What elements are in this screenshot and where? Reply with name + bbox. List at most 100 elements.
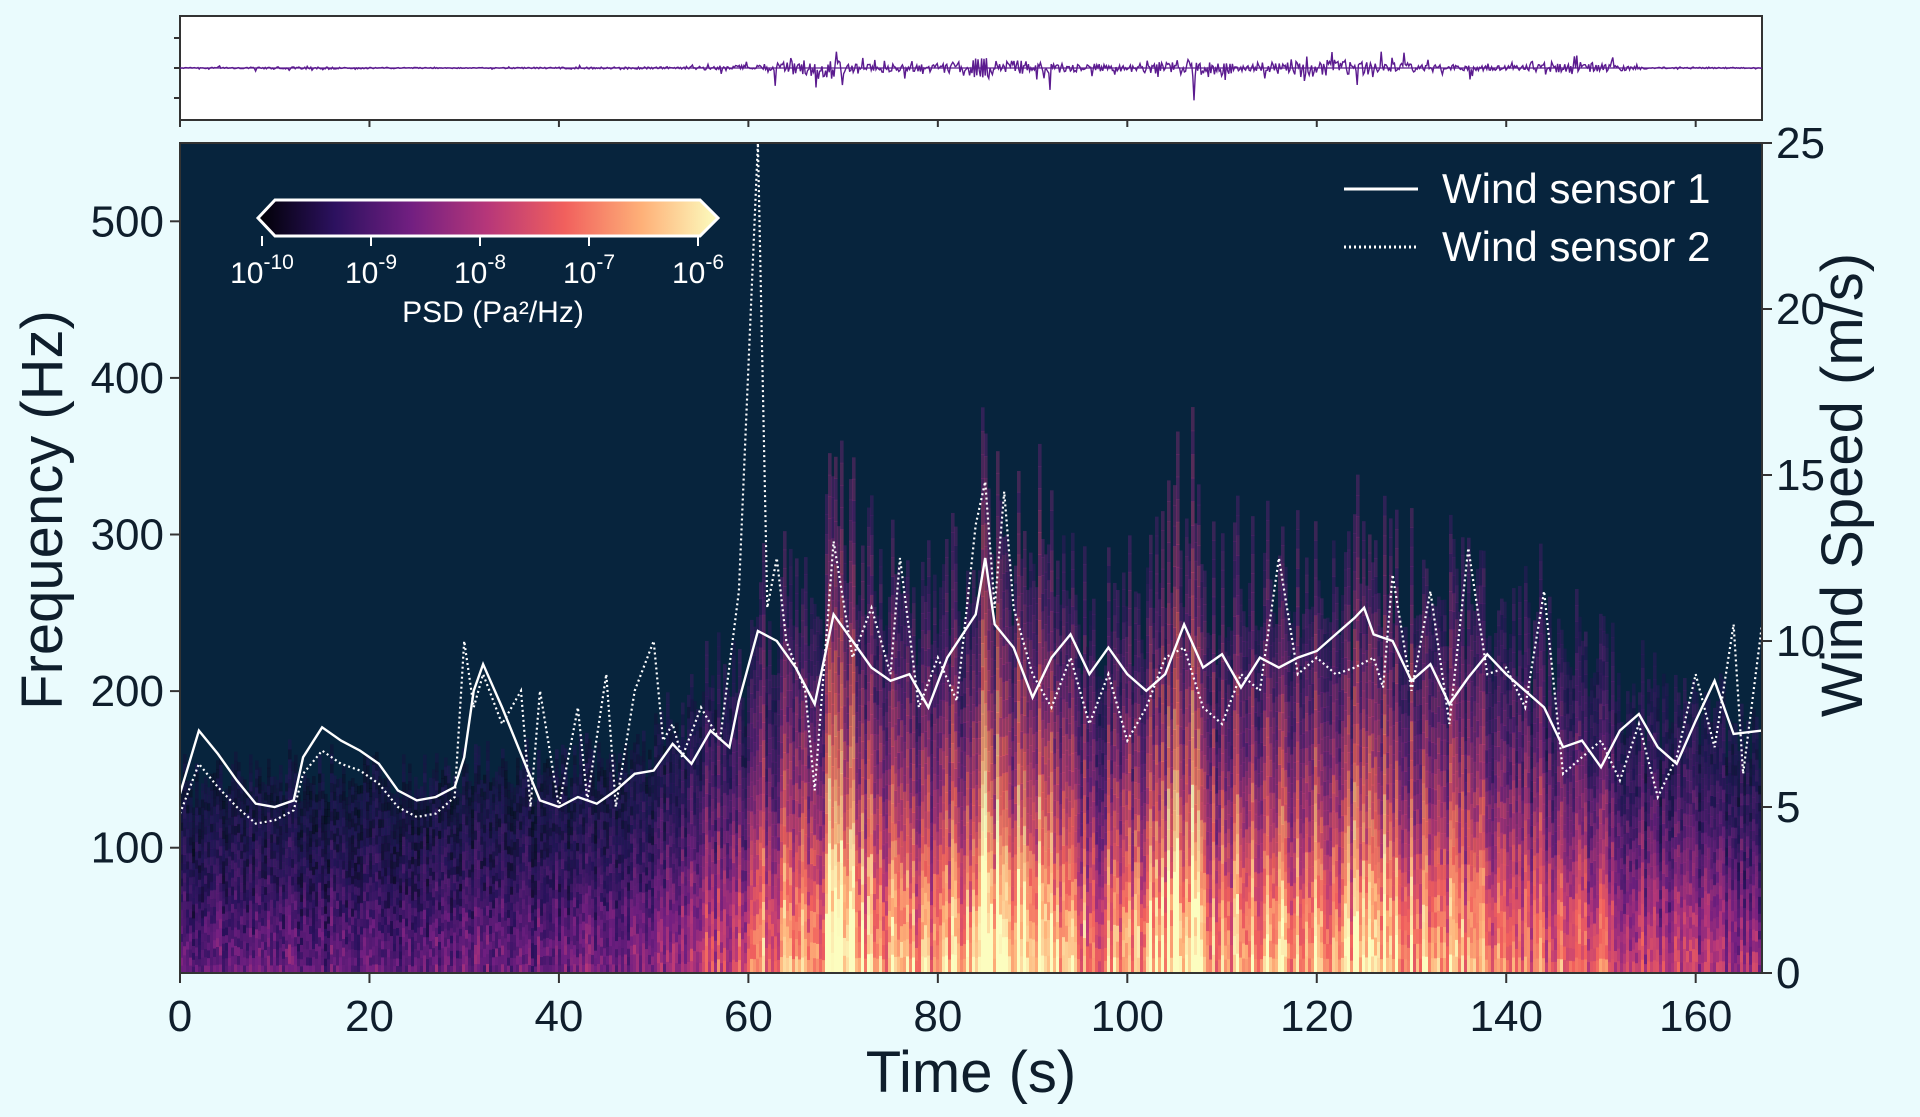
heatmap-cell — [240, 932, 244, 941]
heatmap-cell — [204, 924, 208, 933]
heatmap-cell — [357, 926, 361, 935]
heatmap-cell — [189, 900, 193, 910]
heatmap-cell — [213, 856, 217, 866]
heatmap-cell — [384, 875, 388, 885]
heatmap-cell — [279, 825, 283, 835]
heatmap-cell — [354, 807, 358, 816]
heatmap-cell — [288, 817, 292, 828]
heatmap-cell — [201, 862, 205, 871]
heatmap-cell — [762, 650, 766, 670]
heatmap-cell — [183, 900, 187, 910]
heatmap-cell — [384, 794, 388, 804]
heatmap-cell — [207, 957, 211, 966]
heatmap-cell — [276, 812, 280, 821]
heatmap-cell — [318, 873, 322, 883]
heatmap-cell — [186, 836, 190, 846]
heatmap-cell — [387, 842, 391, 852]
heatmap-cell — [354, 791, 358, 800]
heatmap-cell — [279, 842, 283, 853]
heatmap-cell — [282, 950, 286, 959]
heatmap-cell — [732, 669, 736, 684]
heatmap-cell — [183, 790, 187, 801]
heatmap-cell — [285, 906, 289, 916]
heatmap-cell — [240, 940, 244, 950]
heatmap-cell — [249, 872, 253, 883]
heatmap-cell — [348, 844, 352, 854]
heatmap-cell — [327, 923, 331, 931]
heatmap-cell — [201, 830, 205, 840]
heatmap-cell — [204, 834, 208, 844]
heatmap-cell — [186, 804, 190, 814]
heatmap-cell — [555, 767, 559, 778]
heatmap-cell — [210, 923, 214, 933]
heatmap-cell — [234, 917, 238, 928]
heatmap-cell — [327, 823, 331, 832]
heatmap-cell — [309, 838, 313, 847]
heatmap-cell — [213, 947, 217, 957]
heatmap-cell — [186, 868, 190, 878]
heatmap-cell — [186, 892, 190, 902]
heatmap-cell — [300, 965, 304, 973]
heatmap-cell — [270, 956, 274, 966]
heatmap-cell — [321, 898, 325, 908]
heatmap-cell — [231, 920, 235, 931]
heatmap-cell — [210, 848, 214, 858]
heatmap-cell — [354, 862, 358, 871]
heatmap-cell — [255, 769, 259, 779]
heatmap-cell — [360, 902, 364, 911]
heatmap-cell — [189, 884, 193, 894]
heatmap-cell — [315, 913, 319, 922]
heatmap-cell — [240, 899, 244, 909]
heatmap-cell — [312, 923, 316, 933]
heatmap-cell — [255, 902, 259, 912]
heatmap-cell — [258, 947, 262, 957]
heatmap-cell — [321, 823, 325, 833]
heatmap-cell — [309, 893, 313, 903]
heatmap-cell — [285, 939, 289, 949]
heatmap-cell — [342, 947, 346, 957]
heatmap-cell — [270, 899, 274, 909]
heatmap-cell — [333, 907, 337, 916]
heatmap-cell — [372, 837, 376, 847]
heatmap-cell — [261, 861, 265, 871]
heatmap-cell — [282, 913, 286, 922]
heatmap-cell — [366, 918, 370, 929]
heatmap-cell — [288, 807, 292, 818]
heatmap-cell — [225, 888, 229, 897]
heatmap-cell — [303, 931, 307, 941]
heatmap-cell — [216, 840, 220, 850]
heatmap-cell — [321, 948, 325, 957]
heatmap-cell — [303, 832, 307, 842]
heatmap-cell — [384, 964, 388, 973]
heatmap-cell — [339, 851, 343, 860]
heatmap-cell — [297, 935, 301, 944]
heatmap-cell — [315, 824, 319, 833]
heatmap-cell — [324, 831, 328, 840]
heatmap-cell — [384, 924, 388, 934]
heatmap-cell — [213, 789, 217, 799]
heatmap-cell — [288, 856, 292, 867]
heatmap-cell — [387, 915, 391, 925]
heatmap-cell — [363, 927, 367, 938]
heatmap-cell — [294, 918, 298, 929]
heatmap-cell — [204, 817, 208, 827]
heatmap-cell — [312, 833, 316, 843]
heatmap-cell — [288, 768, 292, 779]
heatmap-cell — [231, 859, 235, 870]
heatmap-cell — [348, 908, 352, 918]
heatmap-cell — [321, 831, 325, 841]
heatmap-cell — [318, 864, 322, 874]
heatmap-cell — [249, 881, 253, 892]
heatmap-cell — [648, 749, 652, 760]
heatmap-cell — [375, 807, 379, 818]
heatmap-cell — [315, 876, 319, 885]
heatmap-cell — [276, 940, 280, 950]
heatmap-cell — [300, 894, 304, 903]
heatmap-cell — [195, 955, 199, 965]
heatmap-cell — [339, 875, 343, 885]
heatmap-cell — [243, 964, 247, 973]
heatmap-cell — [240, 776, 244, 786]
heatmap-cell — [309, 870, 313, 879]
heatmap-cell — [306, 859, 310, 869]
heatmap-cell — [288, 914, 292, 925]
